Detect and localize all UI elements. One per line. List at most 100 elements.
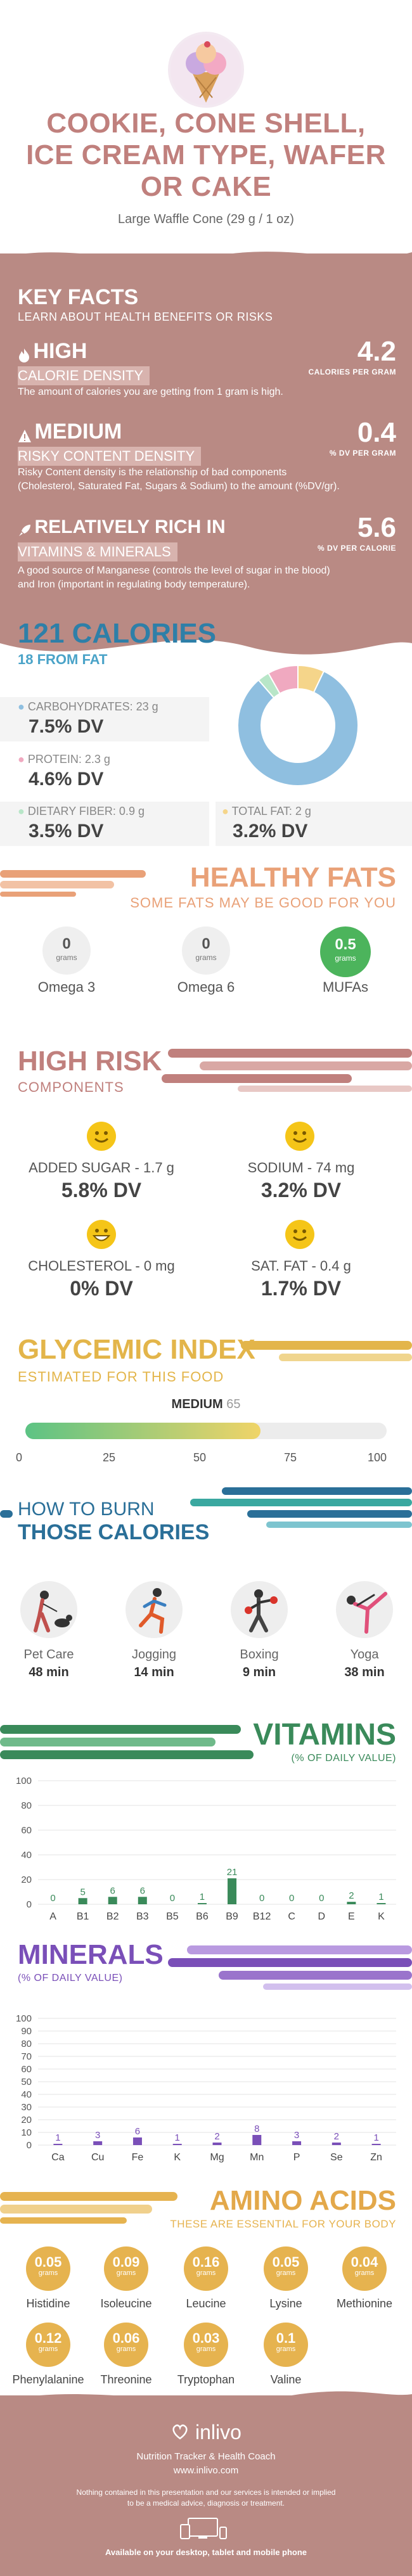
vitamins-stripes	[0, 1725, 254, 1759]
smiley-face-icon	[285, 1122, 314, 1151]
key-fact-desc: The amount of calories you are getting f…	[18, 387, 283, 397]
burn-stripes	[0, 1487, 412, 1528]
x-tick-label: Zn	[370, 2152, 382, 2163]
yoga-label: Yoga	[350, 1648, 379, 1662]
pet-care-label: Pet Care	[23, 1648, 74, 1662]
data-label: 0	[259, 1893, 264, 1904]
leucine-label: Leucine	[186, 2297, 226, 2310]
y-tick-label: 30	[21, 2102, 32, 2113]
jogging-minutes: 14 min	[134, 1665, 174, 1679]
key-fact-vitamins-minerals: RELATIVELY RICH IN	[18, 516, 226, 538]
calories-subtitle: 18 FROM FAT	[18, 651, 108, 667]
key-fact-value: 5.6	[357, 512, 396, 543]
fat-text: TOTAL FAT: 2 g	[231, 805, 311, 817]
amino-value: 0.09	[112, 2254, 140, 2270]
isoleucine-bubble: 0.09 grams	[104, 2246, 148, 2291]
fat-row	[216, 802, 412, 846]
carbs-label: ● CARBOHYDRATES: 23 g	[18, 700, 158, 713]
glycemic-value: 65	[226, 1397, 241, 1411]
y-tick-label: 40	[21, 2089, 32, 2100]
data-label: 1	[175, 2132, 180, 2143]
key-fact-value: 0.4	[357, 417, 396, 448]
footer-tagline: Nutrition Tracker & Health Coach	[136, 2451, 276, 2462]
high-risk-stripes	[162, 1049, 412, 1092]
flame-icon	[18, 348, 30, 363]
key-fact-calorie-density: HIGH	[18, 339, 87, 364]
minerals-stripes	[168, 1945, 412, 1990]
mufas-value: 0.5	[335, 936, 356, 953]
vitamins-bar-chart: 0204060801000A5B16B26B30B51B621B90B120C0…	[16, 1776, 396, 1922]
x-tick-label: B2	[106, 1911, 119, 1922]
data-label: 0	[50, 1893, 55, 1904]
omega3-bubble: 0 grams	[42, 926, 91, 975]
omega6-value: 0	[202, 935, 210, 952]
added-sugar-label: ADDED SUGAR - 1.7 g	[29, 1160, 174, 1176]
omega6-unit: grams	[195, 953, 217, 962]
footer-disclaimer-line: to be a medical advice, diagnosis or tre…	[127, 2499, 285, 2508]
x-tick-label: A	[49, 1911, 56, 1922]
bar	[138, 1897, 147, 1904]
high-risk-subtitle: COMPONENTS	[18, 1079, 124, 1095]
mufas-bubble: 0.5 grams	[320, 926, 371, 977]
fat-label: ● TOTAL FAT: 2 g	[222, 805, 311, 817]
data-label: 5	[80, 1887, 85, 1897]
omega3-unit: grams	[56, 953, 77, 962]
y-tick-label: 20	[21, 1874, 32, 1885]
key-fact-level: MEDIUM	[34, 420, 122, 444]
key-fact-unit: % DV PER CALORIE	[317, 544, 396, 553]
amino-unit: grams	[196, 2269, 216, 2277]
burn-title: HOW TO BURN THOSE CALORIES	[18, 1499, 209, 1545]
jogging-label: Jogging	[131, 1648, 177, 1662]
ice-cream-illustration	[168, 32, 244, 108]
valine-bubble: 0.1 grams	[264, 2323, 308, 2367]
key-fact-level: RELATIVELY RICH IN	[34, 516, 226, 537]
mufas-label: MUFAs	[322, 979, 369, 995]
added-sugar-dv: 5.8% DV	[61, 1179, 142, 1201]
y-tick-label: 20	[21, 2115, 32, 2125]
glycemic-stripes	[241, 1341, 412, 1361]
data-label: 0	[170, 1893, 175, 1904]
sodium-dv: 3.2% DV	[261, 1179, 342, 1201]
lysine-label: Lysine	[269, 2297, 302, 2310]
y-tick-label: 60	[21, 2064, 32, 2075]
key-fact-unit: % DV PER GRAM	[329, 449, 396, 458]
carbs-row	[0, 697, 209, 741]
pet-care-minutes: 48 min	[29, 1665, 69, 1679]
amino-unit: grams	[196, 2345, 216, 2353]
y-tick-label: 90	[21, 2026, 32, 2037]
data-label: 6	[110, 1885, 115, 1896]
title-line-1: COOKIE, CONE SHELL,	[46, 108, 366, 139]
boxing-icon	[231, 1581, 288, 1638]
bar	[197, 1903, 207, 1904]
protein-label: ● PROTEIN: 2.3 g	[18, 753, 110, 766]
minerals-subtitle: (% OF DAILY VALUE)	[18, 1973, 123, 1983]
donut-slice-protein	[267, 664, 299, 695]
leucine-bubble: 0.16 grams	[184, 2246, 228, 2291]
bar	[292, 2141, 302, 2145]
y-tick-label: 60	[21, 1825, 32, 1836]
glycemic-tick: 75	[284, 1451, 297, 1464]
protein-text: PROTEIN: 2.3 g	[27, 753, 110, 766]
omega3-label: Omega 3	[37, 979, 96, 995]
calories-donut-chart	[237, 664, 359, 786]
footer-url[interactable]: www.inlivo.com	[173, 2465, 239, 2476]
carbs-dv: 7.5% DV	[29, 716, 104, 737]
bar	[172, 2144, 182, 2145]
footer-brand[interactable]: inlivo	[0, 2421, 412, 2446]
y-tick-label: 50	[21, 2077, 32, 2087]
fiber-row	[0, 802, 209, 846]
bar	[252, 2135, 262, 2145]
sat-fat-dv: 1.7% DV	[261, 1277, 342, 1300]
sat-fat-label: SAT. FAT - 0.4 g	[251, 1258, 351, 1274]
omega6-label: Omega 6	[177, 979, 235, 995]
x-tick-label: Mn	[250, 2152, 264, 2163]
data-label: 6	[135, 2126, 140, 2137]
amino-title: AMINO ACIDS	[209, 2185, 396, 2216]
bar	[347, 1902, 356, 1904]
title-line-3: OR CAKE	[140, 171, 272, 202]
bar	[93, 2141, 103, 2145]
x-tick-label: K	[174, 2152, 181, 2163]
vitamins-subtitle: (% OF DAILY VALUE)	[291, 1753, 396, 1764]
glycemic-tick: 100	[368, 1451, 387, 1464]
y-tick-label: 100	[16, 1776, 32, 1786]
